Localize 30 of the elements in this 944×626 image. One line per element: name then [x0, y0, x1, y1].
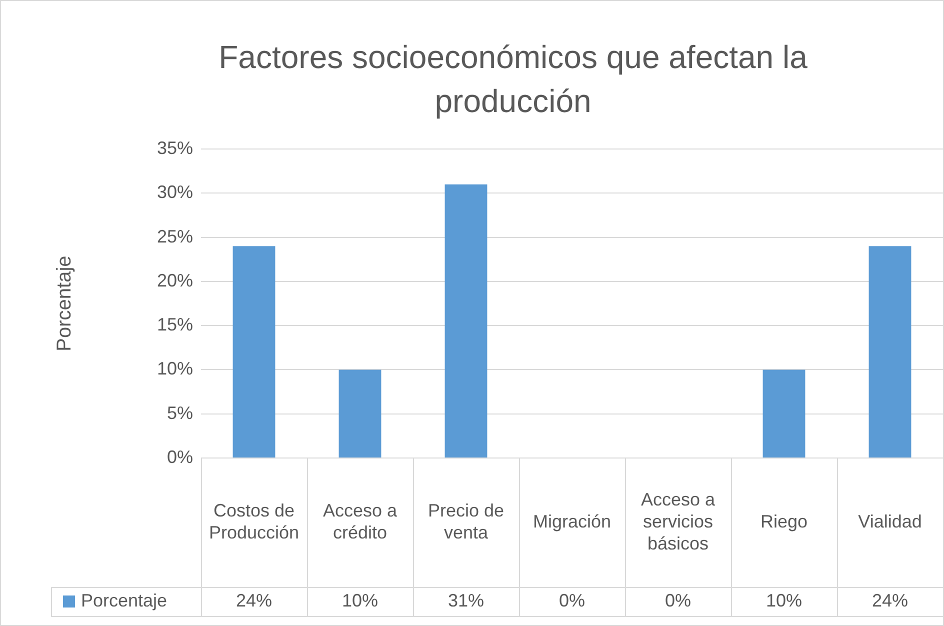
- x-tick-label: Vialidad: [858, 511, 922, 532]
- y-tick-label: 35%: [156, 138, 193, 158]
- y-tick-label: 30%: [156, 182, 193, 202]
- y-axis-title: Porcentaje: [54, 256, 76, 352]
- y-tick-label: 5%: [166, 402, 193, 423]
- bar: [762, 370, 806, 458]
- chart-title: Factores socioeconómicos que afectan la producción: [218, 38, 808, 119]
- bar: [338, 370, 382, 458]
- x-tick-label: Precio de venta: [428, 500, 504, 542]
- data-label: 0%: [664, 590, 692, 610]
- y-tick-label: 25%: [156, 226, 193, 246]
- x-tick-label: Acceso a servicios básicos: [640, 489, 716, 554]
- y-tick-label: 10%: [156, 358, 193, 379]
- x-tick-label: Costos de Producción: [208, 500, 300, 542]
- data-label: 0%: [558, 590, 586, 610]
- data-label: 31%: [448, 590, 484, 610]
- data-label: 10%: [766, 590, 802, 610]
- bar: [232, 246, 276, 458]
- x-tick-label: Acceso a crédito: [322, 500, 398, 542]
- x-tick-label: Migración: [532, 511, 612, 532]
- data-label: 10%: [342, 590, 378, 610]
- y-tick-label: 0%: [166, 446, 193, 467]
- y-tick-label: 20%: [156, 270, 193, 290]
- data-label: 24%: [872, 590, 908, 610]
- bar: [868, 246, 912, 458]
- data-label: 24%: [236, 590, 272, 610]
- x-tick-label: Riego: [760, 511, 808, 532]
- y-tick-label: 15%: [156, 314, 193, 335]
- legend-label: Porcentaje: [81, 590, 168, 610]
- bar: [444, 184, 488, 458]
